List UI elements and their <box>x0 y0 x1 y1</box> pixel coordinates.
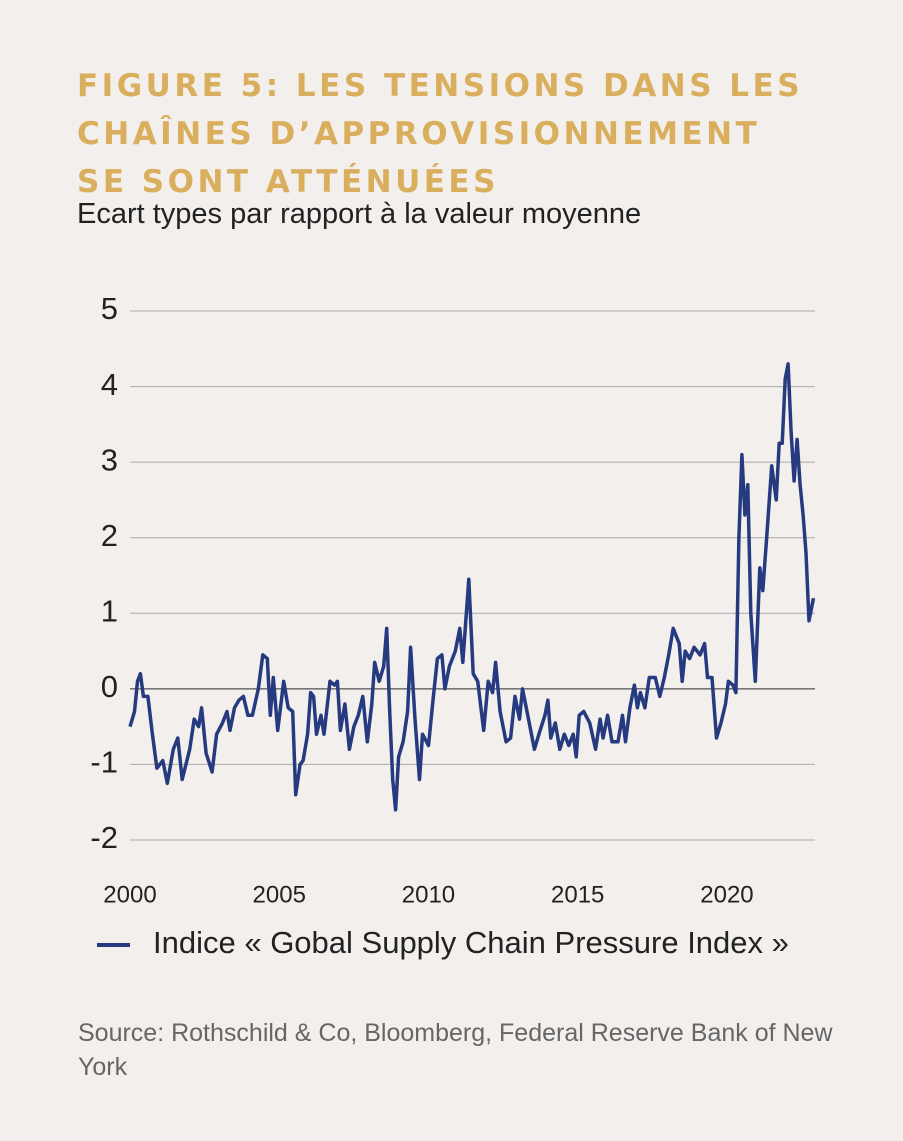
chart-subtitle: Ecart types par rapport à la valeur moye… <box>77 198 642 230</box>
y-tick-label: -1 <box>90 745 118 780</box>
x-tick-label: 2010 <box>402 881 455 908</box>
legend-label: Indice « Gobal Supply Chain Pressure Ind… <box>153 925 789 960</box>
y-tick-label: 3 <box>101 442 118 477</box>
chart-title: FIGURE 5: LES TENSIONS DANS LES CHAÎNES … <box>77 68 804 200</box>
y-tick-label: 4 <box>101 367 118 402</box>
y-tick-label: 1 <box>101 593 118 628</box>
x-tick-label: 2015 <box>551 881 604 908</box>
y-tick-label: 2 <box>101 518 118 553</box>
x-tick-label: 2005 <box>253 881 306 908</box>
data-line <box>128 362 816 812</box>
x-tick-label: 2020 <box>700 881 753 908</box>
y-tick-label: -2 <box>90 820 118 855</box>
y-tick-label: 5 <box>101 291 118 326</box>
x-tick-label: 2000 <box>103 881 156 908</box>
y-tick-label: 0 <box>101 669 118 704</box>
source-note: Source: Rothschild & Co, Bloomberg, Fede… <box>78 1019 833 1081</box>
chart: -2 -1 0 1 2 3 4 5 2000 2005 2010 2015 2020 Indice « G… <box>90 291 816 960</box>
